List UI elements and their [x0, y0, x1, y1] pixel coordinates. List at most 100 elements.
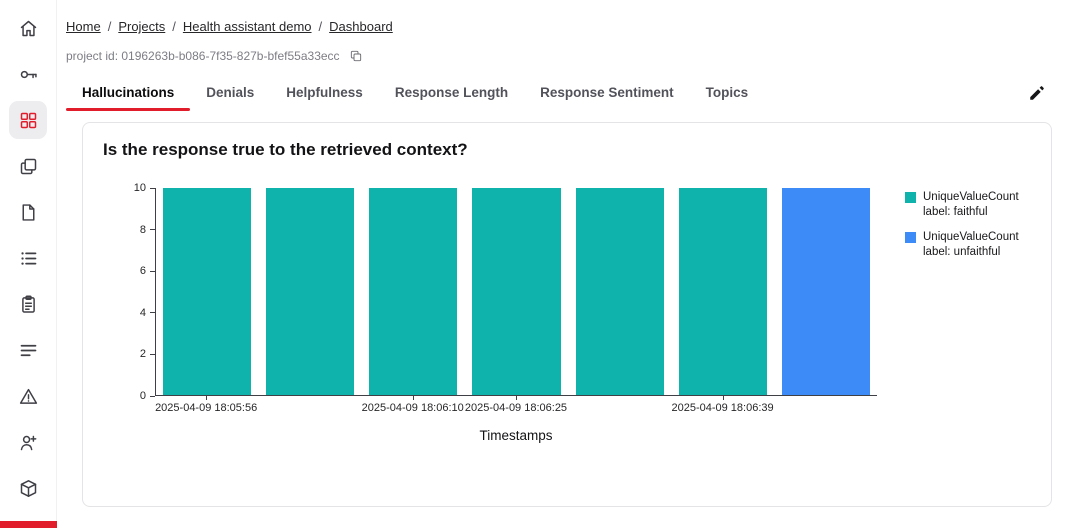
x-tick-label: 2025-04-09 18:06:10	[361, 402, 464, 414]
sidebar-item-text-lines[interactable]	[9, 331, 47, 369]
bar-unfaithful[interactable]	[781, 188, 870, 395]
legend-item-faithful: UniqueValueCount label: faithful	[905, 190, 1019, 220]
sidebar-item-windows-stack[interactable]	[9, 147, 47, 185]
windows-stack-icon	[18, 156, 39, 177]
x-tick-mark	[515, 395, 517, 400]
chart-title: Is the response true to the retrieved co…	[103, 140, 468, 159]
x-tick-mark	[206, 395, 208, 400]
bar-faithful[interactable]	[369, 188, 458, 395]
sidebar-item-clipboard[interactable]	[9, 285, 47, 323]
sidebar	[0, 0, 57, 528]
dashboard-grid-icon	[18, 110, 39, 131]
y-tick-label: 2	[140, 348, 155, 360]
y-tick-label: 8	[140, 224, 155, 236]
breadcrumb-project-name[interactable]: Health assistant demo	[182, 19, 312, 34]
y-axis: 0 2 4 6 8 10	[103, 182, 155, 402]
x-slot: 2025-04-09 18:05:56	[155, 395, 257, 416]
edit-pencil-icon[interactable]	[1022, 80, 1052, 106]
list-icon	[18, 248, 39, 269]
project-id-text: project id: 0196263b-b086-7f35-827b-bfef…	[66, 49, 340, 63]
tabs: Hallucinations Denials Helpfulness Response…	[66, 76, 764, 111]
package-icon	[18, 478, 39, 499]
y-tick-label: 6	[140, 265, 155, 277]
home-icon	[18, 18, 39, 39]
sidebar-item-document[interactable]	[9, 193, 47, 231]
tab-hallucinations[interactable]: Hallucinations	[66, 76, 191, 111]
legend-label-line1: UniqueValueCount	[923, 191, 1019, 203]
plot-area	[155, 188, 877, 396]
bar-faithful[interactable]	[472, 188, 561, 395]
x-tick-label: 2025-04-09 18:06:25	[464, 402, 568, 414]
x-slot	[575, 396, 663, 416]
breadcrumb: Home / Projects / Health assistant demo …	[66, 19, 1052, 34]
sidebar-item-home[interactable]	[9, 9, 47, 47]
legend-label-line2: label: unfaithful	[923, 245, 1001, 258]
y-tick-value: 0	[139, 390, 146, 402]
legend-swatch	[905, 192, 916, 203]
y-tick-value: 10	[133, 182, 146, 194]
tab-response-length[interactable]: Response Length	[394, 85, 509, 100]
x-slot: 2025-04-09 18:06:25	[465, 395, 567, 416]
chart-legend: UniqueValueCount label: faithful UniqueVal…	[905, 188, 1019, 443]
legend-label-line2: label: faithful	[923, 205, 988, 218]
y-tick-value: 4	[139, 306, 146, 319]
y-tick-mark	[150, 395, 155, 397]
project-id-row: project id: 0196263b-b086-7f35-827b-bfef…	[66, 49, 1052, 63]
tab-topics[interactable]: Topics	[705, 85, 749, 100]
y-tick-mark	[150, 353, 155, 355]
chart-plot-wrap: 0 2 4 6 8 10 2025-04-09 18:05:56 2025-04-09 18…	[103, 182, 877, 443]
bar-faithful[interactable]	[678, 188, 767, 395]
y-tick-mark	[150, 312, 155, 314]
x-tick-mark	[412, 395, 414, 400]
plot-row: 0 2 4 6 8 10	[103, 182, 877, 402]
y-tick-value: 6	[139, 265, 146, 278]
breadcrumb-projects[interactable]: Projects	[118, 19, 166, 34]
x-slot	[265, 396, 353, 416]
copy-icon[interactable]	[349, 49, 363, 63]
y-tick-mark	[150, 229, 155, 231]
x-tick-label: 2025-04-09 18:06:39	[671, 402, 774, 414]
legend-item-unfaithful: UniqueValueCount label: unfaithful	[905, 230, 1019, 260]
breadcrumb-separator: /	[318, 19, 323, 34]
bar-faithful[interactable]	[163, 188, 252, 395]
x-slot	[782, 396, 870, 416]
person-add-icon	[18, 432, 39, 453]
tab-response-sentiment[interactable]: Response Sentiment	[540, 85, 674, 100]
warning-icon	[18, 386, 39, 407]
breadcrumb-separator: /	[172, 19, 176, 34]
y-tick-mark	[150, 270, 155, 272]
tab-helpfulness[interactable]: Helpfulness	[286, 85, 363, 100]
x-axis-labels: 2025-04-09 18:05:56 2025-04-09 18:06:10 20…	[155, 395, 877, 416]
sidebar-item-list[interactable]	[9, 239, 47, 277]
clipboard-icon	[18, 294, 39, 315]
dashboard-card: Is the response true to the retrieved co…	[82, 122, 1052, 507]
x-axis-title: Timestamps	[479, 428, 553, 443]
y-tick-label: 0	[140, 390, 155, 402]
x-slot: 2025-04-09 18:06:10	[362, 395, 464, 416]
chart: 0 2 4 6 8 10 2025-04-09 18:05:56 2025-04-09 18…	[103, 182, 1031, 443]
legend-label: UniqueValueCount label: unfaithful	[923, 230, 1019, 260]
document-icon	[18, 202, 39, 223]
sidebar-item-key[interactable]	[9, 55, 47, 93]
breadcrumb-dashboard[interactable]: Dashboard	[329, 19, 393, 34]
breadcrumb-separator: /	[107, 19, 112, 34]
bar-faithful[interactable]	[575, 188, 664, 395]
x-tick-label: 2025-04-09 18:05:56	[155, 402, 258, 414]
text-lines-icon	[18, 340, 39, 361]
sidebar-nav	[0, 0, 56, 507]
sidebar-item-dashboard-grid[interactable]	[9, 101, 47, 139]
tab-denials[interactable]: Denials	[206, 85, 255, 100]
y-tick-label: 10	[134, 182, 155, 194]
sidebar-item-warning[interactable]	[9, 377, 47, 415]
legend-swatch	[905, 231, 916, 243]
x-slot: 2025-04-09 18:06:39	[671, 395, 774, 416]
sidebar-item-package[interactable]	[9, 469, 47, 507]
sidebar-bottom-accent	[0, 521, 57, 528]
sidebar-item-person-add[interactable]	[9, 423, 47, 461]
breadcrumb-home[interactable]: Home	[66, 19, 101, 34]
legend-label-line1: UniqueValueCount	[923, 230, 1019, 243]
y-tick-label: 4	[140, 307, 155, 319]
legend-label: UniqueValueCount label: faithful	[923, 190, 1019, 220]
bar-faithful[interactable]	[266, 188, 355, 395]
x-tick-mark	[722, 395, 724, 400]
